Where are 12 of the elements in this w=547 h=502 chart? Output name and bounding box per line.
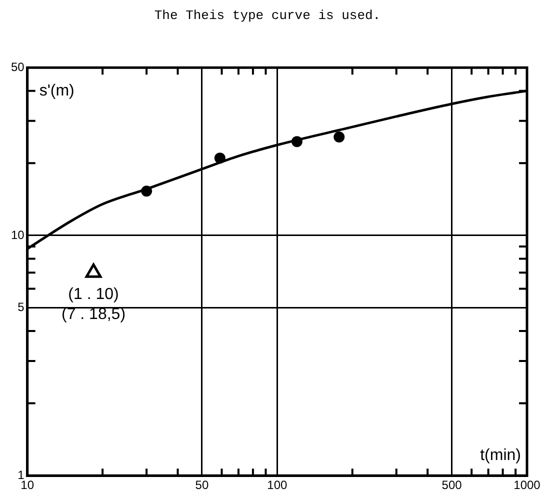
x-axis-title: t(min) bbox=[480, 447, 521, 464]
x-tick-label: 500 bbox=[442, 478, 462, 492]
y-axis-title: s'(m) bbox=[39, 82, 74, 100]
x-tick-label: 1000 bbox=[514, 478, 541, 492]
x-tick-label: 50 bbox=[195, 478, 209, 492]
y-tick-label: 10 bbox=[10, 228, 25, 242]
y-tick-label: 5 bbox=[18, 300, 25, 314]
y-tick-label: 1 bbox=[18, 468, 25, 482]
annotation: (1 . 10) bbox=[68, 286, 119, 304]
x-tick-label: 100 bbox=[267, 478, 288, 492]
chart-title: The Theis type curve is used. bbox=[154, 8, 381, 24]
y-tick-label: 50 bbox=[10, 60, 25, 74]
